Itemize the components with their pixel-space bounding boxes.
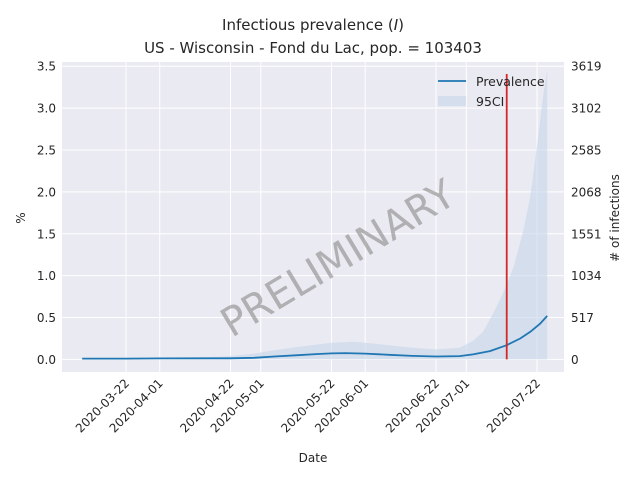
y-tick-label: 3.5 bbox=[37, 60, 56, 74]
y-right-tick-label: 2585 bbox=[571, 143, 602, 157]
legend-95ci-swatch bbox=[438, 96, 466, 106]
y-tick-label: 1.0 bbox=[37, 269, 56, 283]
y-right-tick-label: 1551 bbox=[571, 227, 602, 241]
y-right-tick-label: 3619 bbox=[571, 60, 602, 74]
legend: Prevalence 95CI bbox=[438, 74, 545, 109]
y-axis-label: % bbox=[14, 212, 28, 223]
prevalence-line bbox=[82, 315, 548, 360]
y-right-tick-label: 2068 bbox=[571, 185, 602, 199]
legend-95ci-label: 95CI bbox=[476, 94, 504, 109]
chart-title-line2: US - Wisconsin - Fond du Lac, pop. = 103… bbox=[144, 39, 482, 57]
y-right-tick-label: 3102 bbox=[571, 102, 602, 116]
y-right-tick-label: 1034 bbox=[571, 269, 602, 283]
y-axis-right: 0 517 1034 1551 2068 2585 3102 3619 bbox=[571, 60, 602, 367]
confidence-band bbox=[82, 70, 548, 360]
x-axis-label: Date bbox=[299, 451, 328, 465]
plot-background bbox=[62, 62, 564, 372]
y-axis-right-label: # of infections bbox=[608, 174, 622, 262]
y-right-tick-label: 0 bbox=[571, 353, 579, 367]
x-tick-label: 2020-07-22 bbox=[484, 376, 543, 435]
grid bbox=[62, 62, 564, 372]
y-tick-label: 0.0 bbox=[37, 353, 56, 367]
chart-title-line1: Infectious prevalence (I) bbox=[222, 16, 404, 34]
y-tick-label: 2.0 bbox=[37, 185, 56, 199]
y-axis-left: 0.0 0.5 1.0 1.5 2.0 2.5 3.0 3.5 bbox=[37, 60, 56, 367]
y-tick-label: 3.0 bbox=[37, 102, 56, 116]
y-tick-label: 2.5 bbox=[37, 143, 56, 157]
legend-prevalence-label: Prevalence bbox=[476, 74, 545, 89]
y-tick-label: 1.5 bbox=[37, 227, 56, 241]
series-lines bbox=[82, 315, 548, 360]
y-tick-label: 0.5 bbox=[37, 311, 56, 325]
y-right-tick-label: 517 bbox=[571, 311, 594, 325]
ci-band-area bbox=[82, 70, 548, 360]
